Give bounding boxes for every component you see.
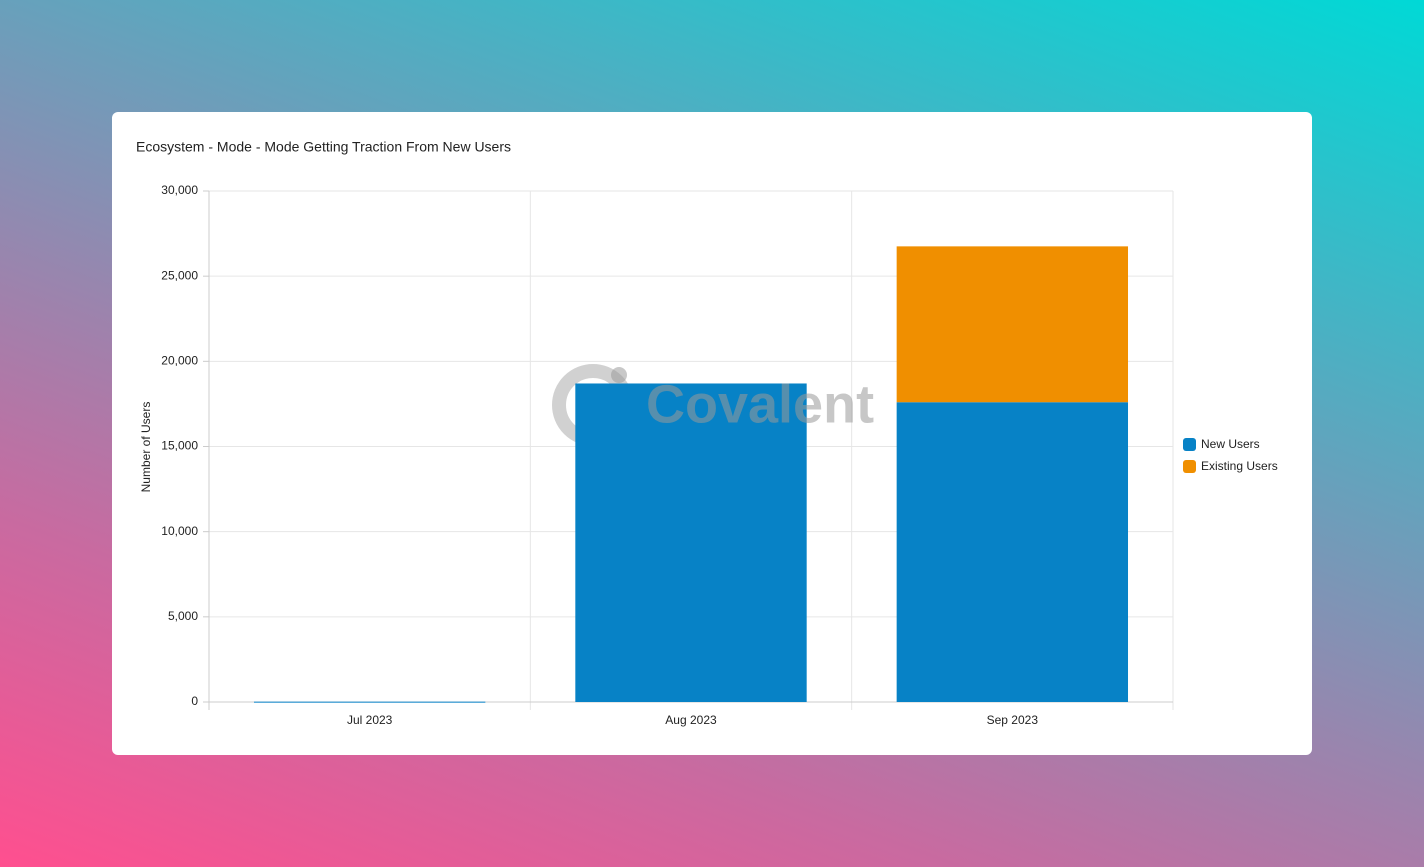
legend-label: Existing Users	[1201, 459, 1278, 473]
chart-title: Ecosystem - Mode - Mode Getting Traction…	[136, 139, 511, 155]
y-tick-label: 15,000	[161, 439, 198, 453]
x-tick-label: Sep 2023	[987, 713, 1039, 727]
y-tick-label: 25,000	[161, 268, 198, 282]
y-tick-label: 0	[191, 694, 198, 708]
bar	[253, 701, 486, 703]
bar	[896, 246, 1129, 403]
legend-swatch	[1183, 438, 1196, 451]
legend-swatch	[1183, 460, 1196, 473]
bar	[896, 402, 1129, 702]
y-tick-label: 20,000	[161, 354, 198, 368]
watermark-dot	[611, 367, 627, 383]
x-tick-label: Jul 2023	[347, 713, 393, 727]
legend-label: New Users	[1201, 437, 1260, 451]
x-tick-label: Aug 2023	[665, 713, 717, 727]
y-tick-label: 30,000	[161, 183, 198, 197]
y-axis-label: Number of Users	[139, 402, 153, 493]
bar	[575, 383, 807, 702]
watermark: Covalent	[646, 374, 874, 434]
y-tick-label: 10,000	[161, 524, 198, 538]
y-tick-label: 5,000	[168, 609, 198, 623]
